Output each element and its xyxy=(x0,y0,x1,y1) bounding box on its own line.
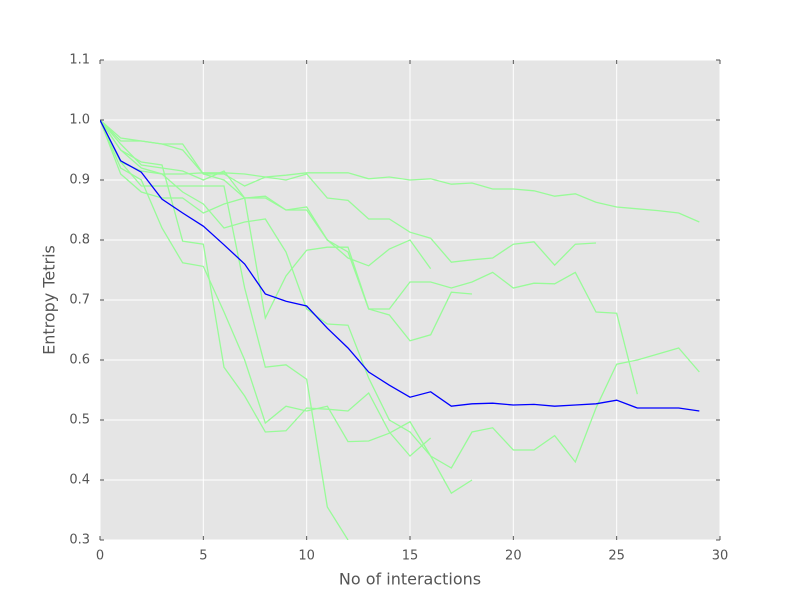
series-line xyxy=(100,119,700,469)
series-line xyxy=(100,119,597,267)
x-tick-label: 0 xyxy=(96,549,104,564)
x-tick-label: 20 xyxy=(505,549,522,564)
series-line xyxy=(100,119,432,457)
series-line xyxy=(100,119,700,412)
x-axis-label: No of interactions xyxy=(339,570,481,589)
y-tick-label: 0.5 xyxy=(69,413,90,428)
y-axis-label: Entropy Tetris xyxy=(40,245,59,355)
lines xyxy=(100,119,700,540)
series-line xyxy=(100,119,473,342)
x-tick-label: 25 xyxy=(608,549,625,564)
series-line xyxy=(100,119,432,270)
y-tick-label: 1.0 xyxy=(69,113,90,128)
x-tick-label: 10 xyxy=(298,549,315,564)
y-tick-label: 0.9 xyxy=(69,173,90,188)
y-tick-label: 1.1 xyxy=(69,53,90,68)
x-tick-label: 30 xyxy=(712,549,729,564)
series-line xyxy=(100,119,349,540)
x-tick-label: 15 xyxy=(402,549,419,564)
series-line xyxy=(100,119,473,495)
y-tick-label: 0.8 xyxy=(69,233,90,248)
y-tick-label: 0.3 xyxy=(69,533,90,548)
y-tick-label: 0.4 xyxy=(69,473,90,488)
y-tick-label: 0.6 xyxy=(69,353,90,368)
y-tick-label: 0.7 xyxy=(69,293,90,308)
series-line xyxy=(100,119,700,223)
x-tick-label: 5 xyxy=(199,549,207,564)
